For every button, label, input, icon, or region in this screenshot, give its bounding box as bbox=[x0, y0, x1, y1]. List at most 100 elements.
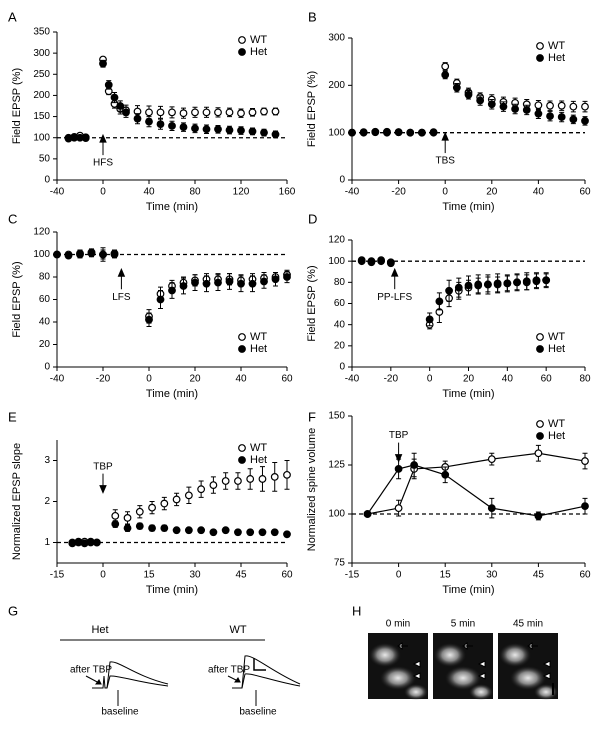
data-point bbox=[225, 126, 234, 135]
arrow-head bbox=[95, 679, 102, 685]
y-axis-label: Field EPSP (%) bbox=[306, 71, 318, 147]
data-point bbox=[179, 282, 188, 290]
data-point bbox=[110, 250, 119, 259]
data-point bbox=[425, 315, 434, 324]
y-tick-label: 100 bbox=[33, 249, 50, 260]
x-tick-label: -40 bbox=[50, 374, 65, 385]
group-label: WT bbox=[229, 624, 246, 636]
image bbox=[498, 633, 558, 700]
arrow bbox=[397, 642, 408, 650]
data-point bbox=[260, 128, 268, 137]
data-point bbox=[534, 512, 543, 520]
data-point bbox=[487, 100, 496, 109]
x-axis-label: Time (min) bbox=[442, 201, 494, 213]
data-point bbox=[123, 524, 132, 533]
data-point bbox=[445, 286, 453, 295]
data-point bbox=[110, 93, 119, 102]
data-point bbox=[214, 278, 222, 287]
x-tick-label: 40 bbox=[533, 187, 545, 198]
data-point bbox=[394, 504, 403, 513]
y-tick-label: 40 bbox=[334, 319, 346, 330]
data-point bbox=[221, 477, 230, 485]
x-tick-label: 0 bbox=[100, 570, 106, 581]
x-tick-label: -20 bbox=[391, 187, 406, 198]
x-tick-label: 40 bbox=[143, 187, 155, 198]
data-point bbox=[476, 96, 485, 105]
legend-label: WT bbox=[250, 331, 267, 343]
image bbox=[433, 633, 493, 700]
data-point bbox=[168, 108, 176, 117]
x-tick-label: 60 bbox=[281, 570, 293, 581]
y-axis-label: Field EPSP (%) bbox=[306, 265, 318, 341]
legend-marker bbox=[536, 420, 544, 428]
data-point bbox=[511, 105, 519, 113]
image bbox=[368, 633, 428, 700]
y-tick-label: 20 bbox=[334, 340, 346, 351]
time-label: 45 min bbox=[513, 619, 543, 630]
panel-h: H 0 min 5 min 45 min bbox=[352, 603, 558, 700]
x-tick-label: 20 bbox=[486, 187, 498, 198]
data-point bbox=[87, 249, 96, 258]
data-point bbox=[429, 128, 438, 137]
dendrite bbox=[380, 666, 416, 690]
panel-letter: C bbox=[8, 211, 17, 226]
x-tick-label: -15 bbox=[345, 570, 360, 581]
x-tick-label: 60 bbox=[579, 570, 591, 581]
data-point bbox=[283, 470, 291, 479]
x-tick-label: 60 bbox=[541, 374, 553, 385]
x-axis-label: Time (min) bbox=[146, 201, 198, 213]
data-point bbox=[581, 502, 589, 511]
legend-label: WT bbox=[250, 34, 267, 46]
data-point bbox=[225, 277, 234, 286]
arrowhead bbox=[412, 660, 421, 680]
y-tick-label: 350 bbox=[33, 27, 50, 38]
data-point bbox=[135, 507, 144, 516]
data-point bbox=[156, 108, 165, 117]
data-point bbox=[209, 481, 218, 490]
annotation-arrowhead bbox=[394, 454, 403, 463]
data-point bbox=[237, 279, 245, 288]
data-point bbox=[92, 538, 101, 547]
data-point bbox=[135, 522, 144, 530]
legend-label: WT bbox=[548, 331, 565, 343]
data-point bbox=[377, 257, 386, 266]
x-tick-label: 120 bbox=[233, 187, 250, 198]
annotation-arrowhead bbox=[390, 267, 399, 277]
x-tick-label: 80 bbox=[579, 374, 591, 385]
legend-marker bbox=[536, 432, 544, 440]
trace-label: baseline bbox=[101, 707, 139, 718]
trace bbox=[106, 675, 169, 689]
data-point bbox=[246, 528, 255, 537]
data-point bbox=[534, 101, 543, 110]
data-point bbox=[122, 108, 130, 117]
data-point bbox=[191, 124, 199, 133]
data-point bbox=[116, 102, 125, 110]
data-point bbox=[359, 128, 368, 137]
x-axis-label: Time (min) bbox=[146, 584, 198, 596]
x-tick-label: 30 bbox=[189, 570, 201, 581]
data-point bbox=[581, 116, 589, 125]
data-point bbox=[53, 250, 61, 259]
data-point bbox=[248, 127, 257, 136]
y-axis-label: Normalized spine volume bbox=[306, 428, 318, 552]
data-point bbox=[522, 106, 531, 114]
data-point bbox=[452, 83, 461, 92]
data-point bbox=[76, 250, 84, 259]
data-point bbox=[394, 128, 403, 137]
data-point bbox=[172, 526, 181, 535]
data-point bbox=[209, 528, 218, 537]
data-point bbox=[160, 499, 169, 508]
data-point bbox=[441, 71, 450, 79]
y-tick-label: 2 bbox=[44, 496, 50, 507]
legend-label: Het bbox=[548, 52, 565, 64]
legend-marker bbox=[238, 48, 246, 56]
data-point bbox=[156, 120, 165, 129]
legend-label: Het bbox=[548, 430, 565, 442]
scale-bar bbox=[253, 658, 266, 671]
data-point bbox=[248, 108, 257, 117]
y-tick-label: 100 bbox=[328, 127, 345, 138]
x-tick-label: -40 bbox=[345, 374, 360, 385]
data-point bbox=[522, 277, 531, 286]
x-tick-label: -40 bbox=[345, 187, 360, 198]
y-tick-label: 125 bbox=[328, 460, 345, 471]
